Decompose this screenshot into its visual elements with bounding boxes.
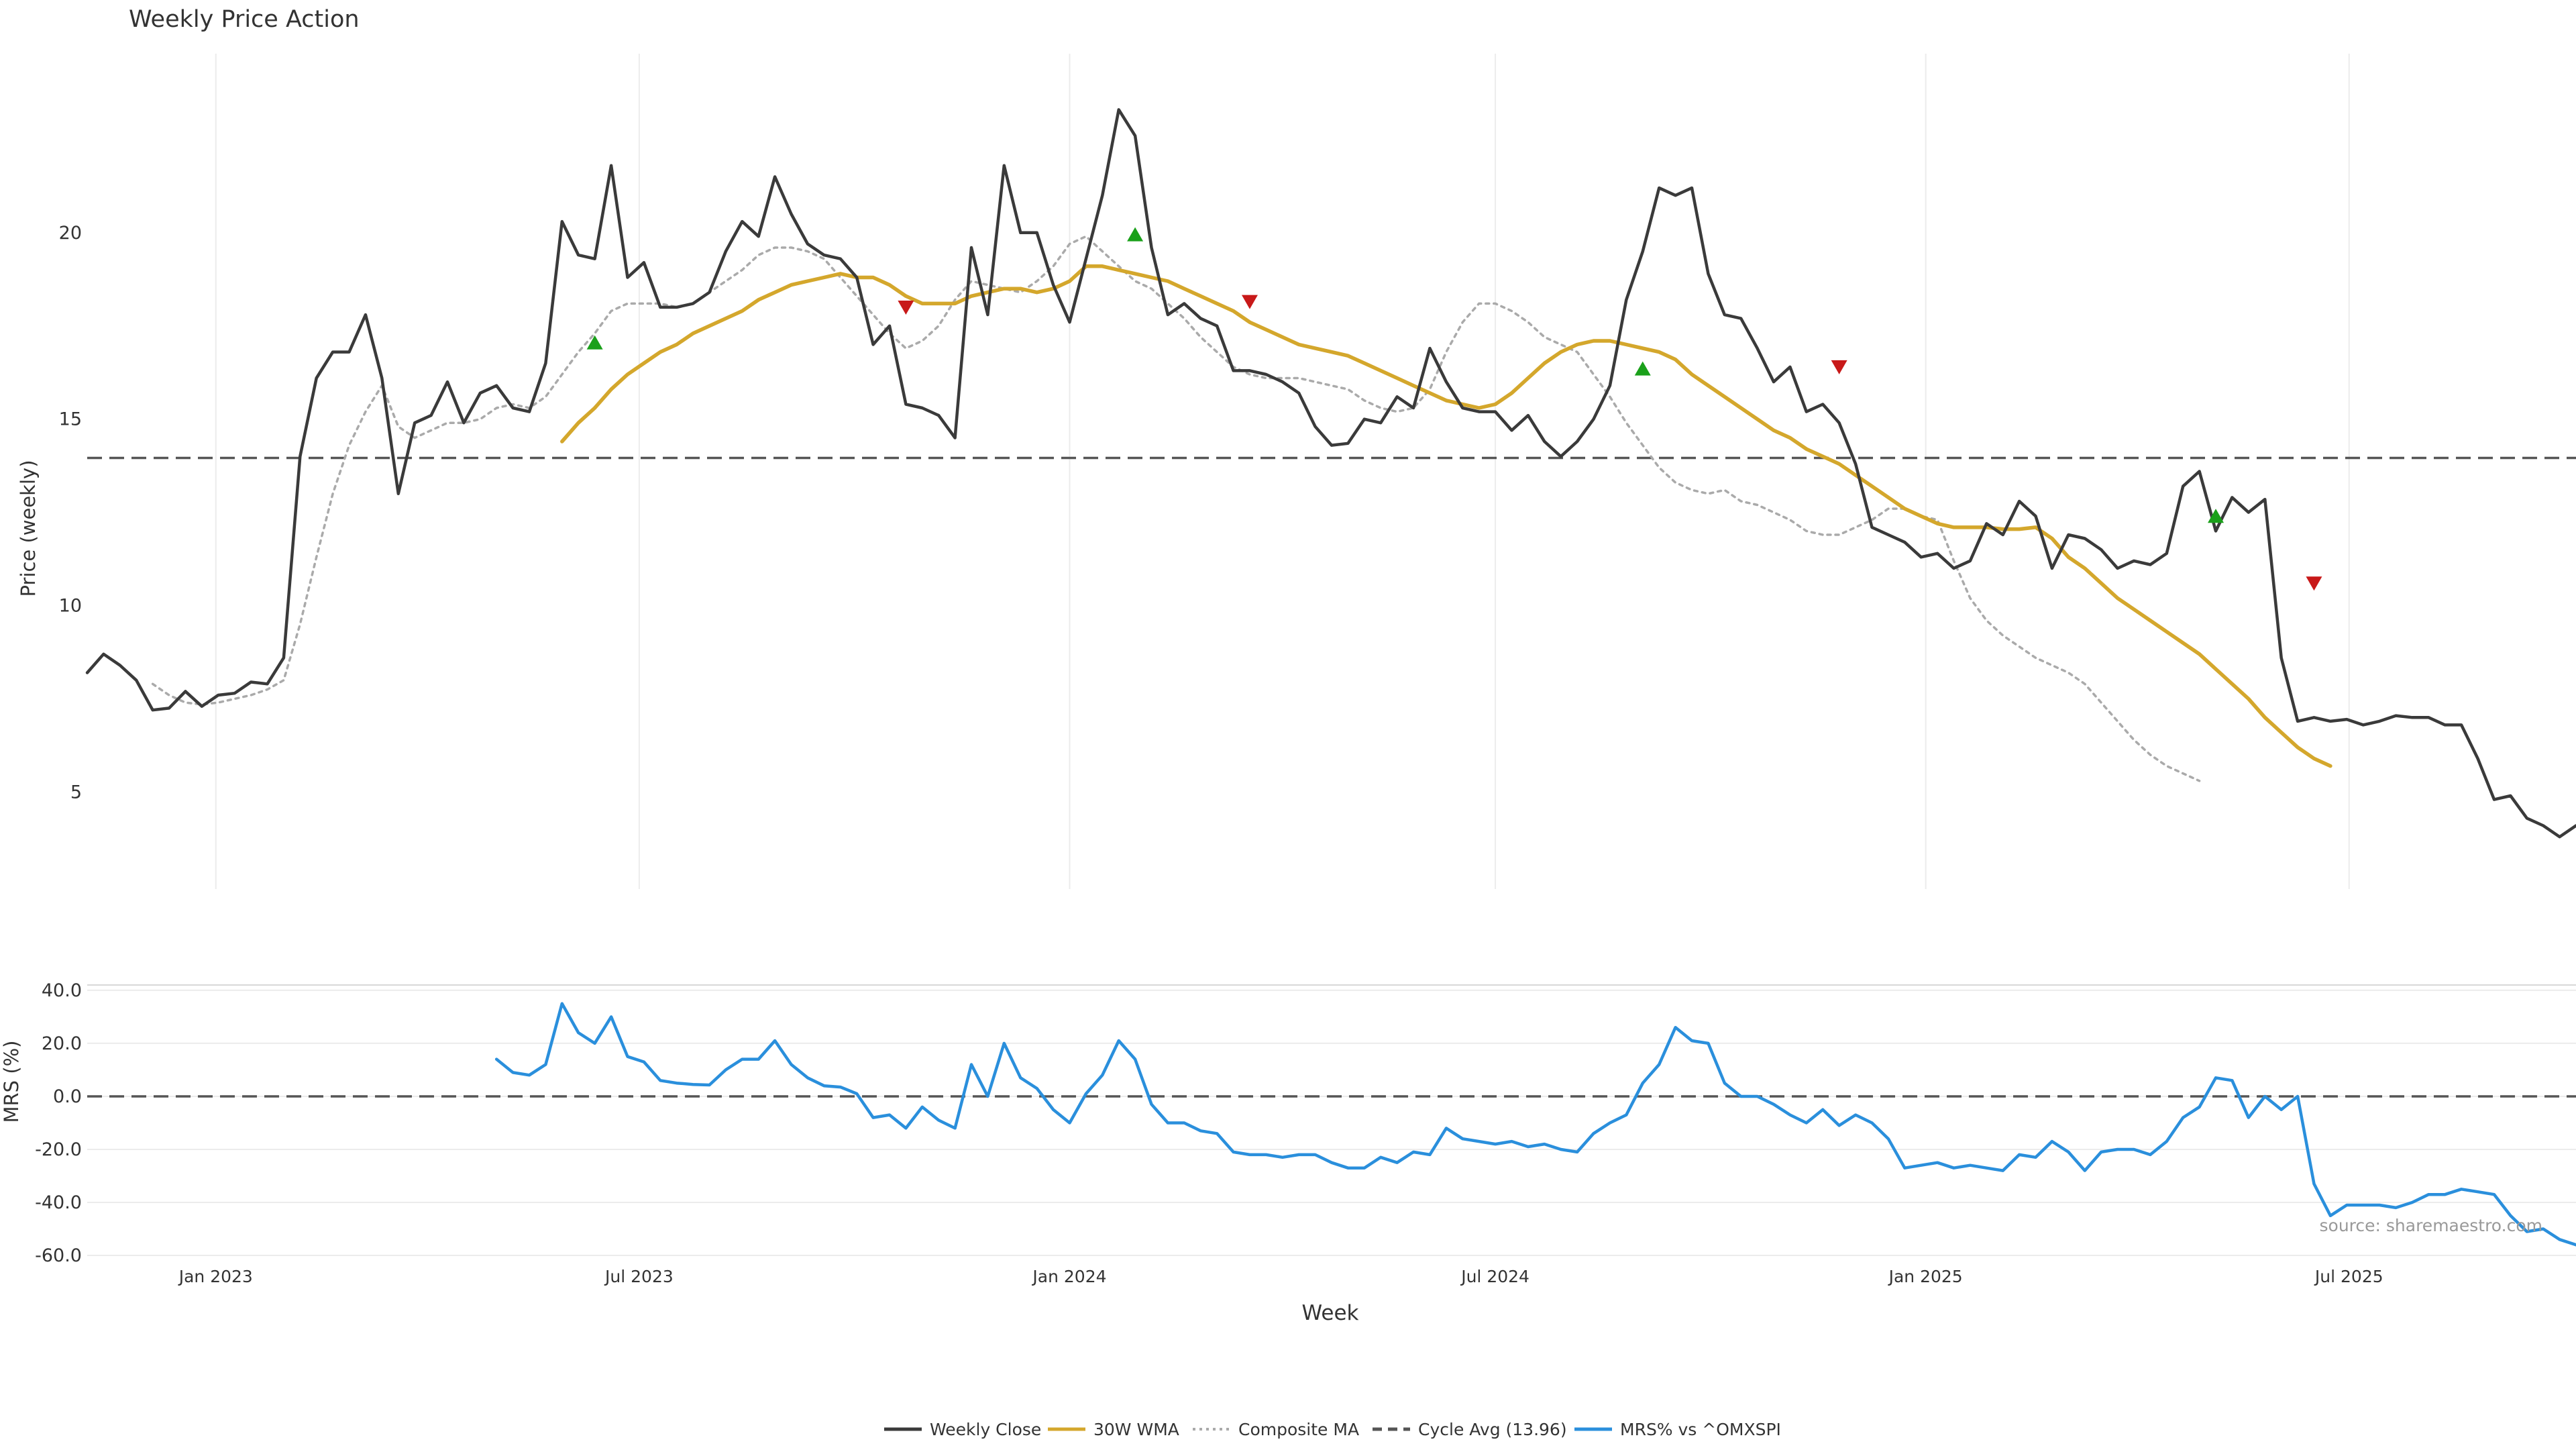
legend: Weekly Close 30W WMA Composite MA Cycle Avg… [884,1420,1781,1439]
composite-ma-line [151,235,2201,782]
buy-signal-marker [1634,361,1651,376]
sell-signal-marker [898,300,914,315]
legend-label: 30W WMA [1093,1420,1179,1439]
price-y-axis-label: Price (weekly) [17,460,40,597]
x-tick-label: Jul 2025 [2314,1267,2383,1286]
wma-30w-line [560,264,2332,768]
buy-signal-marker [2208,509,2224,523]
price-panel: 5 10 15 20 Price (weekly) [17,54,2576,889]
mrs-panel: Jan 2023 Jul 2023 Jan 2024 Jul 2024 Jan 2025… [0,980,2576,1325]
x-tick-label: Jan 2025 [1888,1267,1963,1286]
mrs-y-axis-label: MRS (%) [0,1041,23,1123]
mrs-y-tick-label: -60.0 [35,1245,82,1266]
legend-label: Composite MA [1238,1420,1359,1439]
watermark: source: sharemaestro.com [2320,1216,2543,1235]
weekly-close-line [85,108,2576,839]
mrs-y-tick-label: 20.0 [42,1033,82,1054]
price-y-tick-label: 15 [59,409,82,430]
buy-signal-marker [1127,227,1144,242]
legend-label: MRS% vs ^OMXSPI [1620,1420,1781,1439]
x-tick-label: Jan 2024 [1031,1267,1106,1286]
legend-label: Weekly Close [930,1420,1041,1439]
mrs-y-tick-label: 40.0 [42,980,82,1001]
buy-signal-marker [586,335,603,350]
sell-signal-marker [1241,295,1258,309]
price-y-tick-label: 5 [70,782,82,802]
price-y-tick-label: 10 [59,596,82,617]
mrs-y-tick-label: -20.0 [35,1139,82,1160]
legend-label: Cycle Avg (13.96) [1418,1420,1567,1439]
mrs-y-tick-label: -40.0 [35,1192,82,1213]
price-y-tick-label: 20 [59,223,82,244]
x-axis-label: Week [1302,1301,1359,1325]
x-tick-label: Jul 2023 [604,1267,674,1286]
mrs-y-tick-label: 0.0 [53,1086,82,1107]
x-tick-label: Jul 2024 [1460,1267,1529,1286]
sell-signal-marker [2306,576,2322,591]
chart-title: Weekly Price Action [129,6,360,33]
x-tick-label: Jan 2023 [178,1267,253,1286]
mrs-line [494,1002,2576,1247]
sell-signal-marker [1831,360,1847,374]
